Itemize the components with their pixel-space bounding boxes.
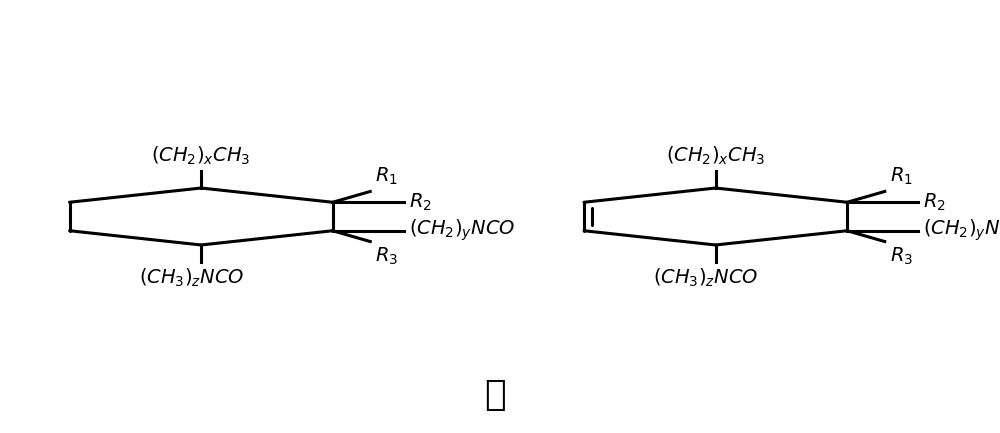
- Text: $R_1$: $R_1$: [890, 166, 913, 187]
- Text: 或: 或: [484, 378, 506, 412]
- Text: $R_1$: $R_1$: [375, 166, 398, 187]
- Text: $(CH_2)_yNCO$: $(CH_2)_yNCO$: [409, 218, 515, 243]
- Text: $R_2$: $R_2$: [409, 192, 431, 213]
- Text: $(CH_3)_zNCO$: $(CH_3)_zNCO$: [139, 266, 244, 289]
- Text: $(CH_3)_zNCO$: $(CH_3)_zNCO$: [653, 266, 759, 289]
- Text: $R_3$: $R_3$: [890, 246, 913, 267]
- Text: $(CH_2)_yNCO$: $(CH_2)_yNCO$: [923, 218, 1000, 243]
- Text: $R_2$: $R_2$: [923, 192, 946, 213]
- Text: $(CH_2)_xCH_3$: $(CH_2)_xCH_3$: [151, 144, 251, 167]
- Text: $R_3$: $R_3$: [375, 246, 398, 267]
- Text: $(CH_2)_xCH_3$: $(CH_2)_xCH_3$: [666, 144, 765, 167]
